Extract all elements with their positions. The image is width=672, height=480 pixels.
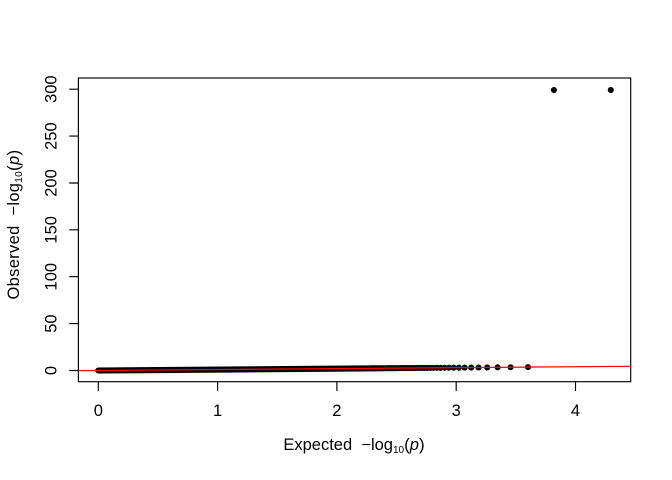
svg-text:100: 100 xyxy=(43,263,61,291)
svg-text:Expected −log10(p): Expected −log10(p) xyxy=(283,435,424,456)
svg-text:150: 150 xyxy=(43,216,61,244)
svg-text:3: 3 xyxy=(452,402,461,420)
svg-text:0: 0 xyxy=(43,366,61,375)
svg-text:4: 4 xyxy=(571,402,580,420)
svg-text:300: 300 xyxy=(43,75,61,103)
svg-text:200: 200 xyxy=(43,169,61,197)
svg-text:50: 50 xyxy=(43,314,61,332)
svg-text:Observed −log10(p): Observed −log10(p) xyxy=(4,149,25,299)
svg-text:0: 0 xyxy=(94,402,103,420)
svg-text:250: 250 xyxy=(43,122,61,150)
svg-text:1: 1 xyxy=(213,402,222,420)
svg-text:2: 2 xyxy=(332,402,341,420)
